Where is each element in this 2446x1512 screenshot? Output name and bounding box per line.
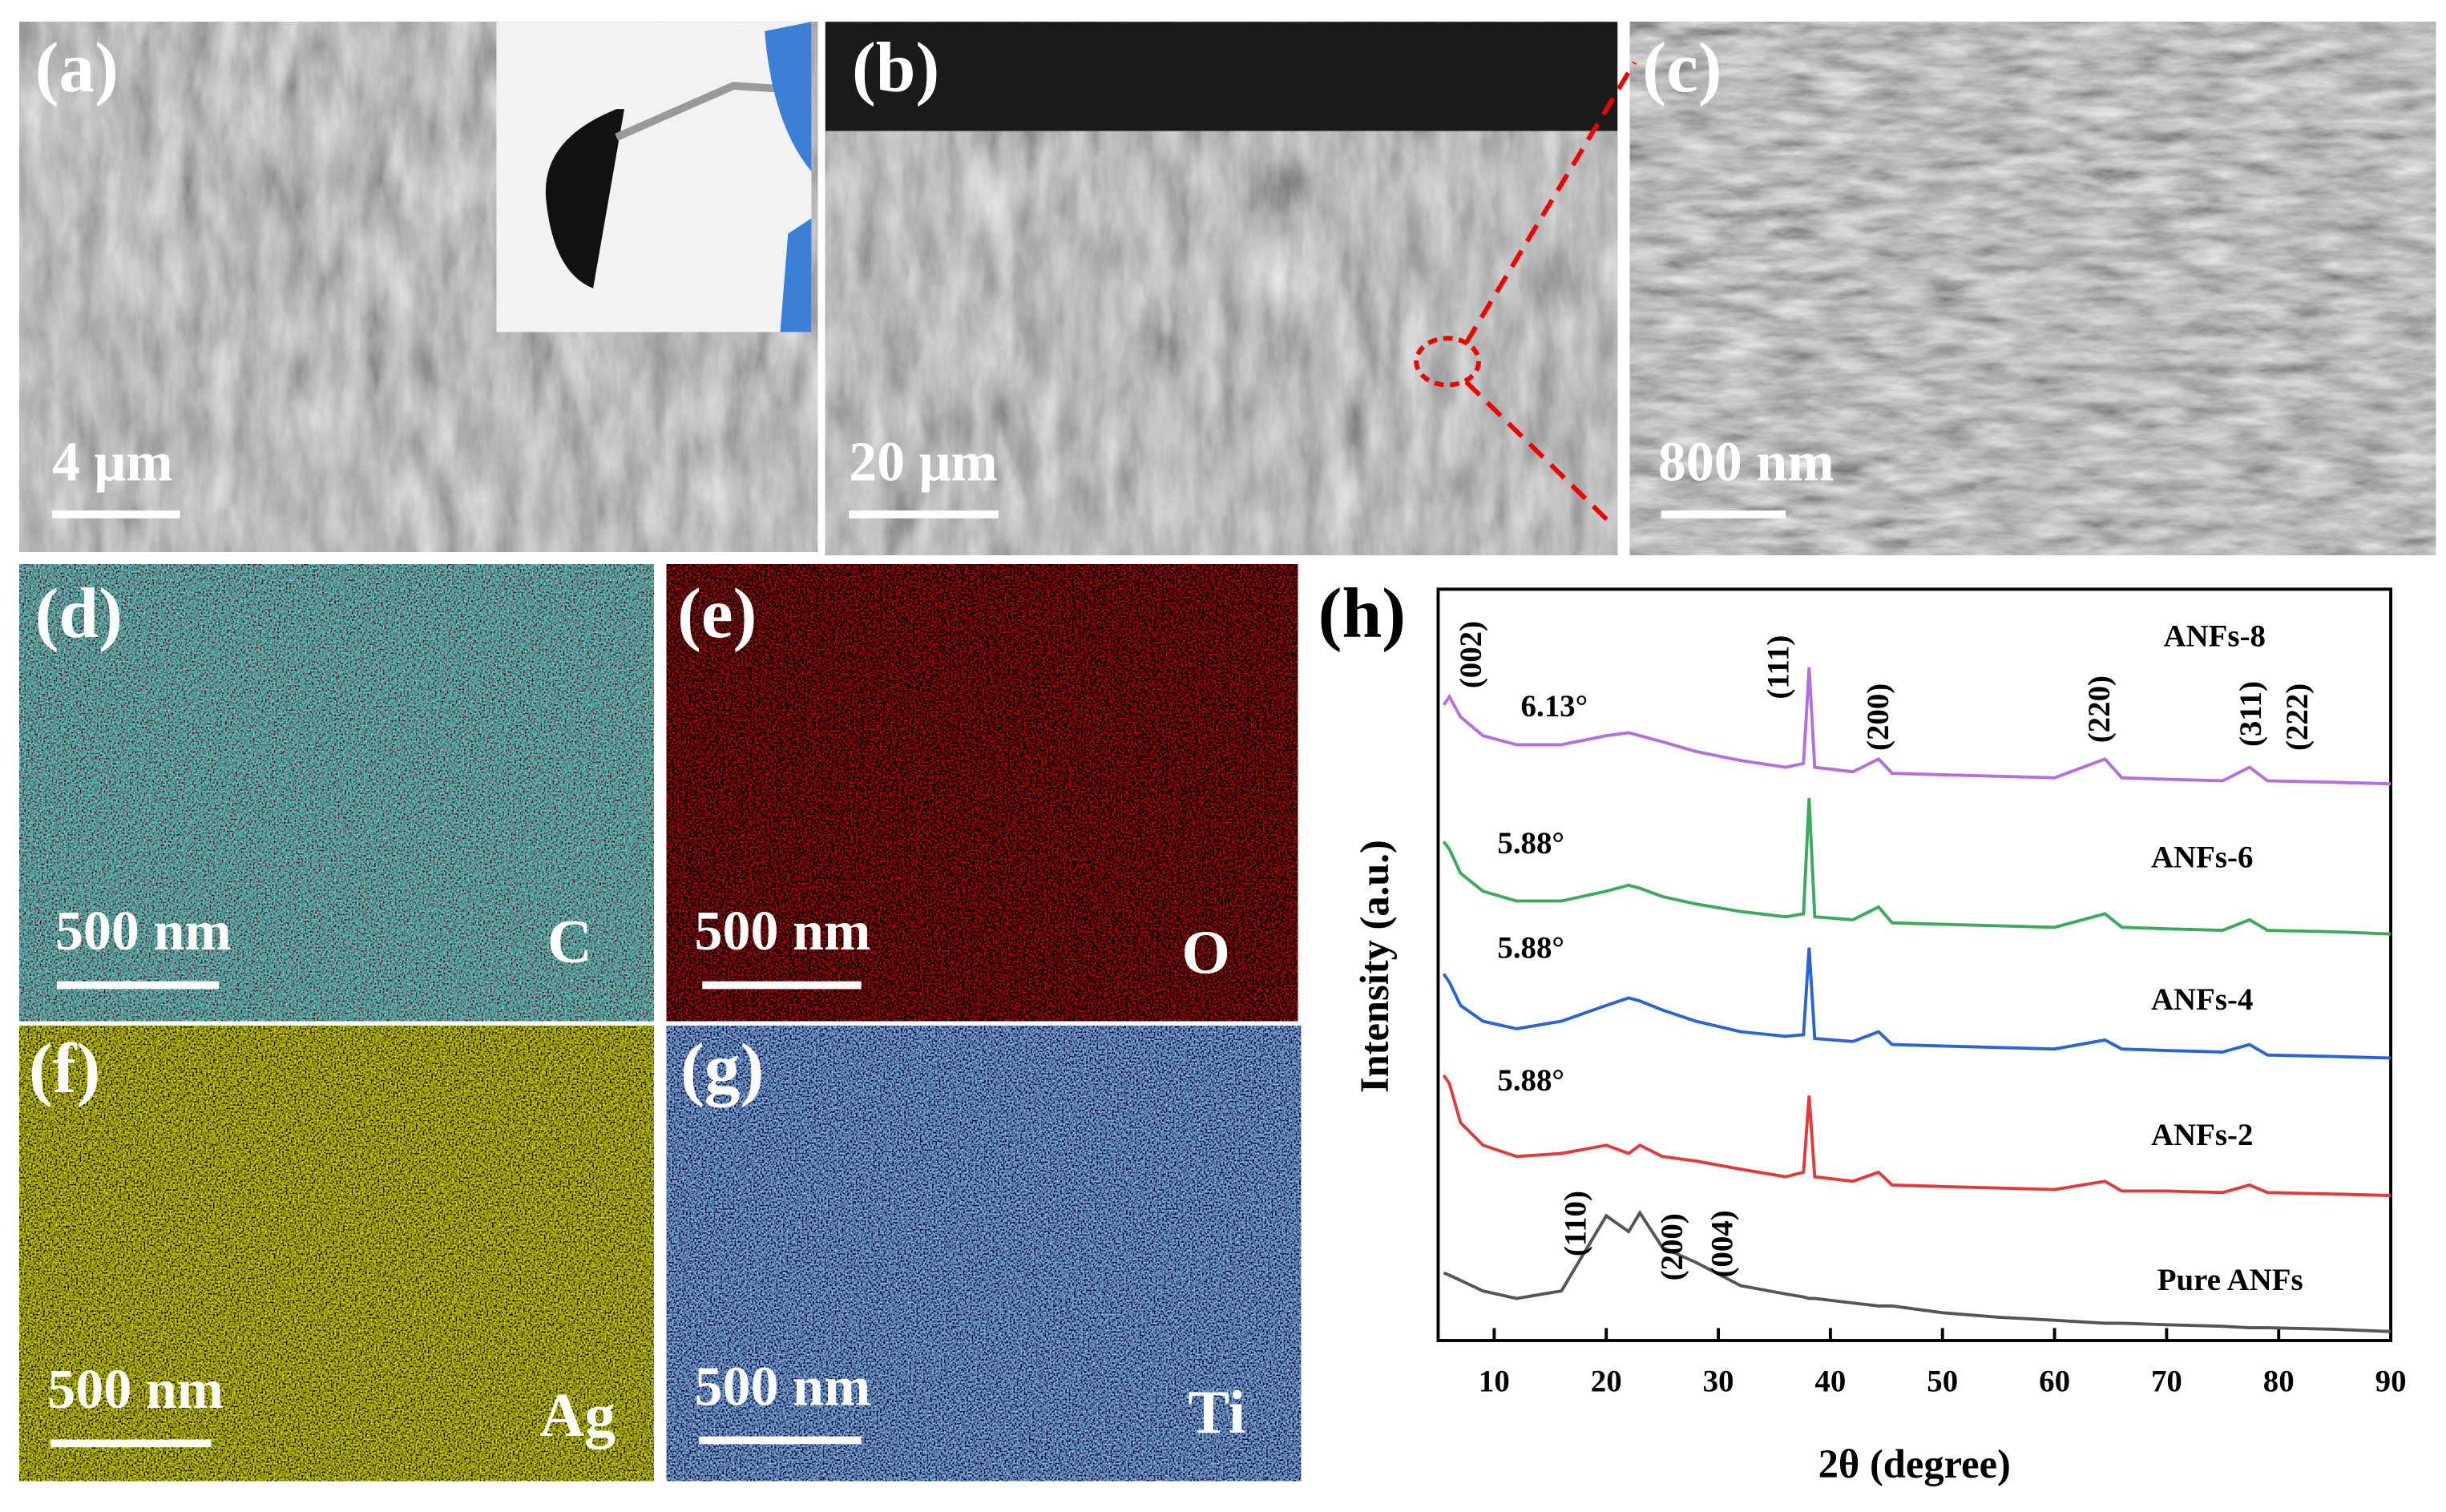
scale-bar-label: 500 nm — [47, 1359, 224, 1421]
panel-label: (g) — [680, 1029, 764, 1108]
x-tick-label: 30 — [1703, 1364, 1734, 1398]
scale-bar-label: 500 nm — [55, 901, 232, 962]
x-tick-label: 50 — [1927, 1364, 1958, 1398]
annotation: (220) — [2082, 675, 2117, 743]
eds-map — [19, 1026, 654, 1482]
xrd-line — [1443, 1209, 2392, 1333]
x-tick-label: 90 — [2375, 1364, 2407, 1398]
series-label: ANFs-6 — [2151, 841, 2253, 875]
series-label: ANFs-2 — [2151, 1118, 2253, 1152]
annotation: (311) — [2234, 681, 2268, 747]
annotation: 5.88° — [1497, 826, 1564, 861]
eds-map — [666, 564, 1298, 1022]
xrd-plot: (h) 10 20 30 40 50 60 70 80 90 2θ (degree) Intensit… — [1318, 574, 2407, 1486]
x-tick-label: 80 — [2263, 1364, 2295, 1398]
panel-label: (e) — [677, 574, 757, 653]
image-panels — [19, 22, 2436, 1482]
eds-map — [19, 564, 654, 1022]
xrd-line — [1442, 947, 2392, 1060]
x-tick-label: 40 — [1814, 1364, 1846, 1398]
sem-image — [1629, 22, 2436, 555]
element-label: Ag — [539, 1381, 616, 1450]
annotation: (200) — [1861, 683, 1895, 751]
panel-label: (c) — [1642, 28, 1721, 107]
x-tick-label: 70 — [2151, 1364, 2182, 1398]
xrd-line — [1442, 797, 2392, 936]
x-tick-label: 20 — [1591, 1364, 1622, 1398]
annotation: 6.13° — [1521, 689, 1588, 724]
x-tick-label: 60 — [2039, 1364, 2070, 1398]
zoom-circle — [1414, 336, 1481, 388]
annotation: (110) — [1558, 1191, 1592, 1256]
scale-bar-label: 500 nm — [695, 1356, 871, 1417]
annotation: 5.88° — [1497, 1063, 1564, 1098]
inset-photo — [496, 22, 812, 333]
panel-label: (d) — [35, 574, 123, 653]
background — [825, 22, 1618, 131]
xrd-line — [1442, 1074, 2392, 1197]
scale-bar-label: 20 μm — [849, 432, 998, 494]
glove — [765, 22, 812, 333]
annotation: (111) — [1761, 635, 1795, 700]
panel-label: (f) — [29, 1029, 100, 1108]
film — [545, 109, 624, 288]
element-label: Ti — [1188, 1377, 1245, 1446]
series-label: ANFs-4 — [2151, 982, 2253, 1017]
annotation: (222) — [2280, 683, 2315, 751]
element-label: O — [1181, 917, 1230, 986]
xrd-line — [1442, 667, 2392, 786]
scale-bar-label: 500 nm — [695, 901, 871, 962]
annotation: (002) — [1454, 621, 1488, 688]
x-tick-label: 10 — [1479, 1364, 1510, 1398]
scale-bar-label: 4 μm — [52, 432, 173, 494]
scale-bar-label: 800 nm — [1658, 432, 1834, 494]
x-axis-label: 2θ (degree) — [1818, 1441, 2011, 1486]
annotation: (004) — [1705, 1210, 1739, 1277]
eds-map — [666, 1026, 1302, 1482]
panel-label: (a) — [35, 28, 119, 107]
panel-label: (h) — [1318, 574, 1406, 653]
annotation: (200) — [1655, 1213, 1689, 1280]
annotation: 5.88° — [1497, 931, 1564, 966]
zoom-line — [1463, 61, 1637, 529]
panel-label: (b) — [852, 28, 939, 107]
y-axis-label: Intensity (a.u.) — [1352, 840, 1397, 1093]
series-label: Pure ANFs — [2157, 1263, 2303, 1297]
plot-frame — [1436, 587, 2393, 1342]
element-label: C — [547, 907, 592, 976]
series-label: ANFs-8 — [2164, 619, 2266, 654]
